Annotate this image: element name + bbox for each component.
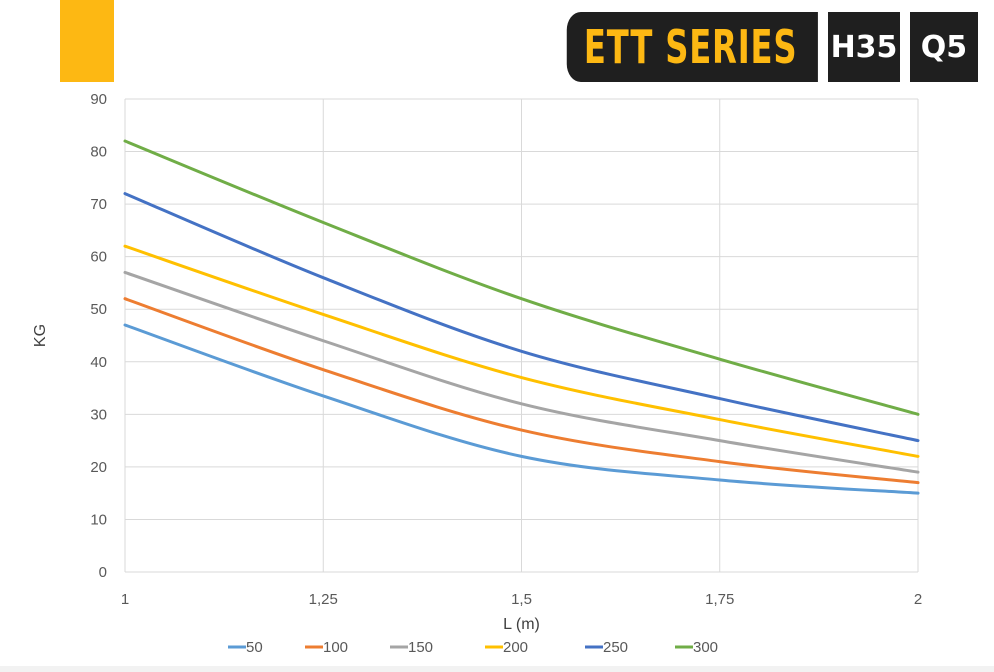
header-badges: ETT SERIES H35 Q5	[496, 6, 978, 82]
y-tick-label: 10	[90, 511, 107, 528]
y-tick-label: 70	[90, 196, 107, 213]
x-axis-ticks: 1 1,25 1,5 1,75 2	[121, 591, 922, 608]
x-tick-label: 2	[914, 591, 922, 608]
series-line-300	[123, 139, 920, 416]
bottom-strip	[0, 666, 994, 672]
y-tick-label: 20	[90, 459, 107, 476]
legend-label-200: 200	[503, 639, 528, 656]
x-tick-label: 1,5	[511, 591, 532, 608]
legend-label-250: 250	[603, 639, 628, 656]
series-line-150	[123, 270, 920, 474]
accent-block	[60, 0, 114, 82]
legend-label-100: 100	[323, 639, 348, 656]
y-tick-label: 50	[90, 301, 107, 318]
x-tick-label: 1,25	[309, 591, 338, 608]
y-tick-label: 30	[90, 406, 107, 423]
series-line-200	[123, 244, 920, 458]
legend-label-150: 150	[408, 639, 433, 656]
series-title-badge: ETT SERIES	[567, 12, 818, 82]
y-tick-label: 40	[90, 354, 107, 371]
x-axis-title: L (m)	[503, 616, 540, 633]
series-line-100	[123, 297, 920, 485]
y-axis-ticks: 0 10 20 30 40 50 60 70 80 90	[90, 91, 107, 581]
legend-label-50: 50	[246, 639, 263, 656]
model-badge: H35	[828, 12, 900, 82]
y-tick-label: 60	[90, 249, 107, 266]
series-line-50	[123, 323, 920, 495]
series-line-250	[123, 192, 920, 443]
x-tick-label: 1,75	[705, 591, 734, 608]
y-tick-label: 90	[90, 91, 107, 108]
legend: 50 100 150 200 250 300	[228, 639, 718, 656]
legend-label-300: 300	[693, 639, 718, 656]
grid-lines	[124, 98, 919, 573]
series-lines	[123, 139, 920, 495]
y-tick-label: 80	[90, 144, 107, 161]
y-axis-title: KG	[32, 324, 49, 347]
x-tick-label: 1	[121, 591, 129, 608]
y-tick-label: 0	[99, 564, 107, 581]
variant-badge: Q5	[910, 12, 978, 82]
